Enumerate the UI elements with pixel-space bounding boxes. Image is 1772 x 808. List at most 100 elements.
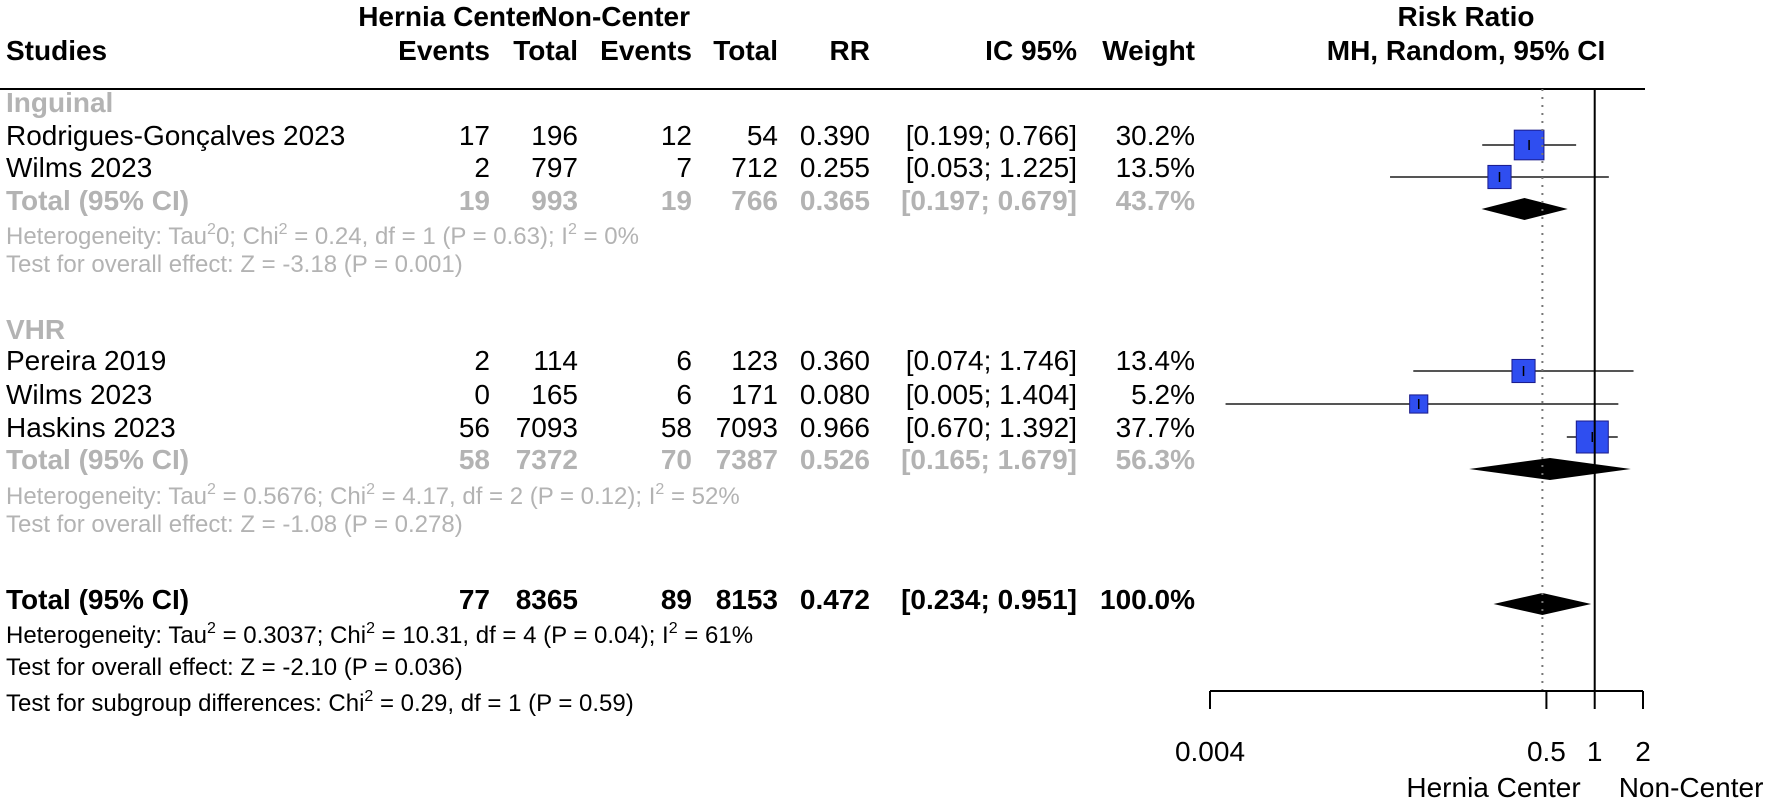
row-ci: [0.053; 1.225] [906, 152, 1077, 183]
row-weight: 5.2% [1131, 379, 1195, 410]
subgroup-label: VHR [6, 314, 65, 345]
superscript-2: 2 [669, 620, 678, 637]
row-n2: 171 [731, 379, 778, 410]
table-row: Pereira 2019 2 114 6 123 0.360 [0.074; 1.746] 1… [6, 345, 1195, 376]
heterogeneity-mid: ; Chi [317, 483, 366, 510]
row-study-label: Total (95% CI) [6, 185, 189, 216]
heterogeneity-chi2: = 4.17, df = 2 (P = 0.12); I [375, 483, 655, 510]
row-n1: 114 [533, 345, 578, 376]
row-e1: 19 [459, 185, 490, 216]
row-study-label: Pereira 2019 [6, 345, 166, 376]
row-e2: 7 [676, 152, 692, 183]
x-axis-label-left: Hernia Center [1406, 772, 1580, 803]
subgroup-overall-effect: Test for overall effect: Z = -1.08 (P = … [6, 511, 463, 538]
row-n2: 7387 [716, 444, 778, 475]
overall-effect: Test for overall effect: Z = -2.10 (P = … [6, 654, 463, 681]
heterogeneity-i2: = 61% [678, 622, 753, 649]
row-e2: 19 [661, 185, 692, 216]
heterogeneity-chi2: = 10.31, df = 4 (P = 0.04); I [375, 622, 669, 649]
subgroup-label: Inguinal [6, 87, 113, 118]
heterogeneity-i2: = 52% [664, 483, 739, 510]
row-weight: 30.2% [1116, 120, 1195, 151]
row-weight: 37.7% [1116, 412, 1195, 443]
header-weight: Weight [1102, 35, 1195, 66]
pooled-diamond [1493, 593, 1592, 615]
row-study-label: Total (95% CI) [6, 584, 189, 615]
row-n2: 8153 [716, 584, 778, 615]
row-rr: 0.390 [800, 120, 870, 151]
heterogeneity-mid: ; Chi [317, 622, 366, 649]
row-rr: 0.526 [800, 444, 870, 475]
row-e1: 0 [474, 379, 490, 410]
plot-area: 0.004 0.5 1 2 Hernia Center Non-Center [1175, 89, 1763, 803]
x-axis-label-right: Non-Center [1619, 772, 1764, 803]
table-row: Wilms 2023 0 165 6 171 0.080 [0.005; 1.404] 5.2… [6, 379, 1195, 410]
row-weight: 13.5% [1116, 152, 1195, 183]
header-studies: Studies [6, 35, 107, 66]
row-n2: 7093 [716, 412, 778, 443]
heterogeneity-tau2: = 0.3037 [216, 622, 317, 649]
subgroup-heterogeneity: Heterogeneity: Tau20; Chi2 = 0.24, df = … [6, 221, 639, 250]
superscript-2: 2 [207, 481, 216, 498]
footer: Test for overall effect: Z = -2.10 (P = … [6, 654, 634, 717]
row-n1: 993 [531, 185, 578, 216]
row-n2: 54 [747, 120, 778, 151]
row-ci: [0.165; 1.679] [901, 444, 1077, 475]
x-tick-label: 0.004 [1175, 736, 1245, 767]
row-n1: 165 [531, 379, 578, 410]
x-tick-label: 0.5 [1527, 736, 1566, 767]
row-n2: 712 [731, 152, 778, 183]
heterogeneity-chi2: = 0.24, df = 1 (P = 0.63); I [288, 223, 568, 250]
subgroup-differences: Test for subgroup differences: Chi2 = 0.… [6, 688, 634, 717]
heterogeneity-prefix: Heterogeneity: Tau [6, 622, 207, 649]
row-weight: 100.0% [1100, 584, 1195, 615]
subgroup-diff-rest: = 0.29, df = 1 (P = 0.59) [373, 690, 633, 717]
row-study-label: Wilms 2023 [6, 152, 152, 183]
row-e1: 2 [474, 345, 490, 376]
overall-heterogeneity: Heterogeneity: Tau2 = 0.3037; Chi2 = 10.… [6, 620, 753, 649]
header-group1: Hernia Center [358, 1, 542, 32]
row-e2: 6 [676, 379, 692, 410]
superscript-2: 2 [364, 688, 373, 705]
row-ci: [0.074; 1.746] [906, 345, 1077, 376]
superscript-2: 2 [279, 221, 288, 238]
row-rr: 0.472 [800, 584, 870, 615]
superscript-2: 2 [207, 221, 216, 238]
row-e2: 70 [661, 444, 692, 475]
row-e1: 2 [474, 152, 490, 183]
subgroup-total-row: Total (95% CI) 58 7372 70 7387 0.526 [0.165; 1… [6, 444, 1195, 475]
pooled-diamond [1469, 458, 1631, 480]
superscript-2: 2 [366, 620, 375, 637]
row-weight: 13.4% [1116, 345, 1195, 376]
row-e1: 77 [459, 584, 490, 615]
x-tick-label: 2 [1635, 736, 1651, 767]
row-weight: 43.7% [1116, 185, 1195, 216]
row-study-label: Wilms 2023 [6, 379, 152, 410]
superscript-2: 2 [207, 620, 216, 637]
header-total-1: Total [513, 35, 578, 66]
heterogeneity-prefix: Heterogeneity: Tau [6, 483, 207, 510]
plot-title-1: Risk Ratio [1398, 1, 1535, 32]
row-n1: 196 [531, 120, 578, 151]
row-n1: 797 [531, 152, 578, 183]
row-n1: 7093 [516, 412, 578, 443]
plot-title-2: MH, Random, 95% CI [1327, 35, 1605, 66]
table-row: Rodrigues-Gonçalves 2023 17 196 12 54 0.390 [0… [6, 120, 1195, 151]
row-ci: [0.234; 0.951] [901, 584, 1077, 615]
superscript-2: 2 [366, 481, 375, 498]
row-study-label: Haskins 2023 [6, 412, 176, 443]
row-ci: [0.199; 0.766] [906, 120, 1077, 151]
header-rr: RR [830, 35, 870, 66]
heterogeneity-i2: = 0% [577, 223, 639, 250]
x-tick-label: 1 [1587, 736, 1603, 767]
subgroup-total-row: Total (95% CI) 19 993 19 766 0.365 [0.197; 0.6… [6, 185, 1195, 216]
row-e1: 56 [459, 412, 490, 443]
subgroup-heterogeneity: Heterogeneity: Tau2 = 0.5676; Chi2 = 4.1… [6, 481, 740, 510]
row-ci: [0.197; 0.679] [901, 185, 1077, 216]
heterogeneity-tau2: 0 [216, 223, 229, 250]
row-e1: 58 [459, 444, 490, 475]
subgroup-overall-effect: Test for overall effect: Z = -3.18 (P = … [6, 251, 463, 278]
row-e1: 17 [459, 120, 490, 151]
